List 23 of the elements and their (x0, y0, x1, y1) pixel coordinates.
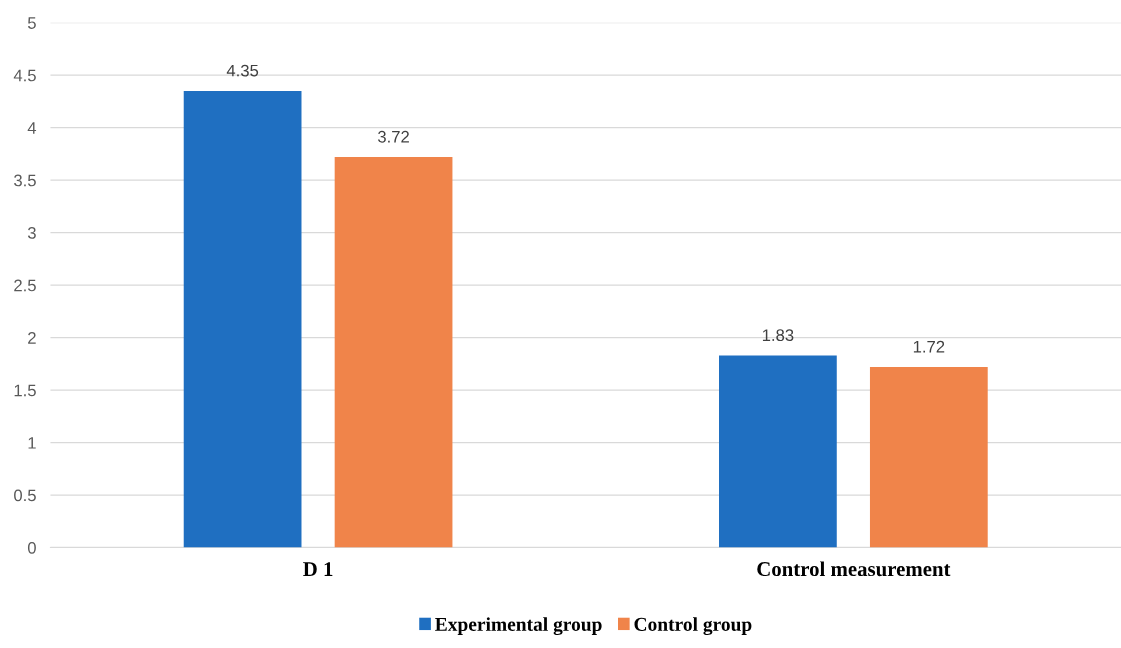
y-tick-label: 2 (28, 332, 36, 344)
bar (719, 355, 837, 548)
x-tick-label: Control measurement (757, 561, 951, 577)
bar (869, 367, 988, 548)
data-label: 1.83 (762, 329, 794, 342)
x-tick-label: D 1 (303, 562, 333, 576)
y-tick-label: 1.5 (14, 384, 36, 397)
y-tick-label: 4.5 (13, 69, 36, 82)
y-tick-label: 0 (27, 541, 36, 554)
y-tick-label: 4 (27, 122, 37, 134)
bar (183, 90, 302, 548)
y-tick-label: 3 (27, 227, 36, 239)
bar (334, 157, 453, 548)
data-label: 1.72 (913, 340, 945, 353)
y-tick-label: 0.5 (14, 489, 36, 502)
legend-label: Experimental group (435, 617, 602, 636)
data-label: 3.72 (377, 130, 409, 143)
legend-label: Control group (634, 617, 752, 636)
data-label: 4.35 (226, 64, 259, 77)
y-tick-label: 5 (27, 17, 36, 29)
y-tick-label: 3.5 (14, 174, 36, 187)
y-tick-label: 1 (28, 437, 36, 449)
y-tick-label: 2.5 (14, 279, 36, 292)
